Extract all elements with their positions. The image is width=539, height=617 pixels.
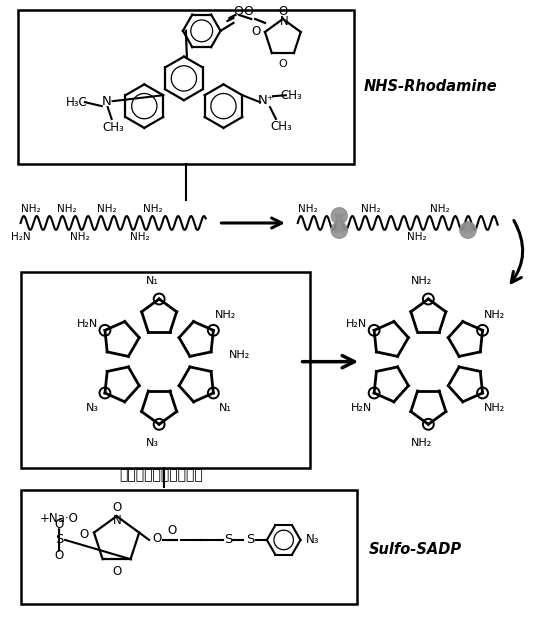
Text: NH₂: NH₂ [484,404,506,413]
Text: H₂N: H₂N [346,318,367,328]
Text: O: O [243,4,253,17]
Text: N₃: N₃ [86,404,99,413]
Text: ‖: ‖ [57,528,61,537]
Text: NH₂: NH₂ [70,232,90,242]
Text: ‖: ‖ [57,544,61,552]
Text: H₂N: H₂N [11,232,30,242]
Text: O: O [112,501,121,514]
Bar [18,10,354,164]
Text: NH₂: NH₂ [431,204,450,214]
Text: N₃: N₃ [306,534,319,547]
Text: S: S [246,534,254,547]
Text: +Na·O: +Na·O [40,511,79,524]
Text: H₃C: H₃C [66,96,88,109]
Circle shape [460,222,476,238]
Circle shape [331,208,347,224]
Text: N₃: N₃ [146,437,158,447]
Text: NH₂: NH₂ [361,204,381,214]
Polygon shape [335,214,344,225]
Text: O: O [167,524,176,537]
Text: N: N [102,94,112,108]
Text: Sulfo-SADP: Sulfo-SADP [369,542,462,557]
Text: NH₂: NH₂ [215,310,236,320]
Text: NHS-Rhodamine: NHS-Rhodamine [364,79,497,94]
Bar [20,491,357,604]
Text: O: O [112,565,121,578]
Text: S: S [224,534,232,547]
Text: O: O [153,532,162,545]
Text: NH₂: NH₂ [411,437,432,447]
Text: CH₃: CH₃ [270,120,292,133]
Bar [20,271,309,468]
Text: O: O [279,59,287,68]
Text: CH₃: CH₃ [103,122,125,135]
Text: CH₃: CH₃ [280,89,302,102]
Text: H₂N: H₂N [77,318,98,328]
Text: NH₂: NH₂ [411,276,432,286]
Polygon shape [335,221,344,232]
Text: NH₂: NH₂ [57,204,77,214]
Text: O: O [233,4,243,17]
Text: N₁: N₁ [219,404,232,413]
Text: NH₂: NH₂ [298,204,317,214]
Text: NH₂: NH₂ [97,204,116,214]
Text: N⁺: N⁺ [258,94,274,107]
Text: NH₂: NH₂ [20,204,40,214]
Text: 聚赖氨酸荧光纳米微球: 聚赖氨酸荧光纳米微球 [119,468,203,482]
Text: NH₂: NH₂ [129,232,149,242]
Text: N₁: N₁ [146,276,158,286]
Text: O: O [252,25,261,38]
Text: O: O [54,549,64,562]
Text: O: O [278,4,287,17]
Text: NH₂: NH₂ [143,204,163,214]
Text: NH₂: NH₂ [484,310,506,320]
Text: H₂N: H₂N [351,404,372,413]
Polygon shape [463,221,473,232]
Circle shape [331,222,347,238]
Text: O: O [79,529,88,542]
Text: NH₂: NH₂ [406,232,426,242]
Text: S: S [55,534,64,547]
Text: O: O [54,518,64,531]
Text: NH₂: NH₂ [230,350,251,360]
Text: N: N [280,15,288,28]
Text: N: N [113,513,122,527]
